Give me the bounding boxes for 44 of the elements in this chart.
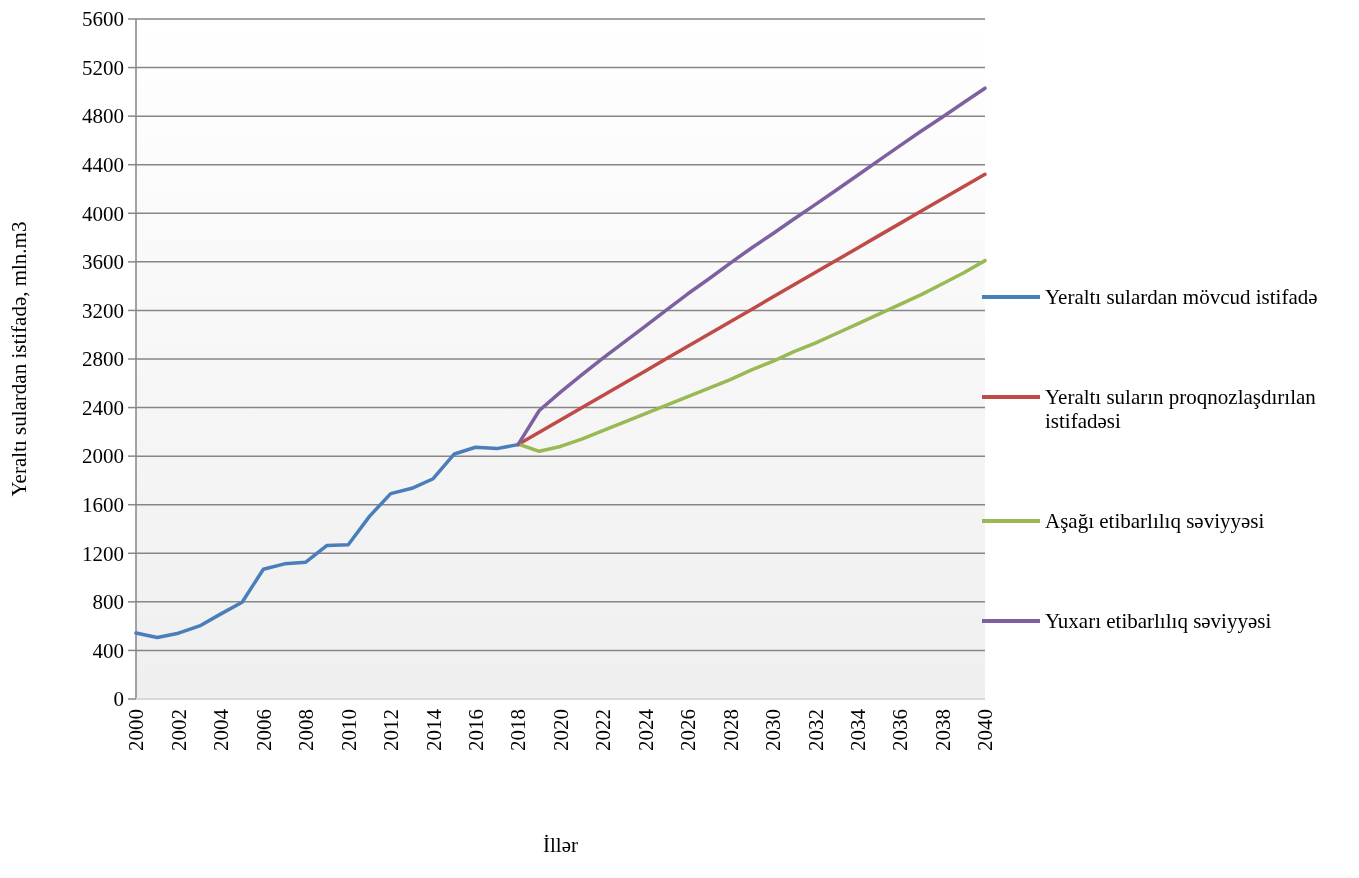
x-tick-label: 2024 bbox=[633, 708, 658, 751]
x-tick-label: 2040 bbox=[973, 709, 998, 751]
x-axis-title: İllər bbox=[543, 833, 578, 857]
x-tick-label: 2038 bbox=[930, 709, 955, 751]
legend-label: Yeraltı sulardan mövcud istifadə bbox=[1045, 285, 1318, 310]
x-tick-label: 2030 bbox=[761, 709, 786, 751]
y-tick-label: 800 bbox=[92, 590, 124, 615]
x-tick-label: 2014 bbox=[421, 708, 446, 751]
line-series bbox=[516, 86, 987, 447]
x-tick-label: 2006 bbox=[251, 709, 276, 751]
y-tick-label: 3200 bbox=[82, 298, 124, 323]
line-series bbox=[134, 442, 520, 640]
legend-label: Yeraltı suların proqnozlaşdırılan istifadəsi bbox=[1045, 385, 1317, 434]
y-tick-label: 1600 bbox=[82, 493, 124, 518]
x-tick-label: 2018 bbox=[506, 709, 531, 751]
line-series bbox=[516, 258, 987, 454]
y-tick-label: 5600 bbox=[82, 7, 124, 32]
y-tick-label: 2000 bbox=[82, 444, 124, 469]
y-tick-label: 4800 bbox=[82, 104, 124, 129]
x-tick-label: 2010 bbox=[336, 709, 361, 751]
y-axis-title: Yeraltı sulardan istifadə, mln.m3 bbox=[7, 221, 31, 497]
y-tick-label: 2800 bbox=[82, 347, 124, 372]
x-tick-label: 2026 bbox=[676, 709, 701, 751]
y-tick-label: 3600 bbox=[82, 250, 124, 275]
x-tick-label: 2028 bbox=[718, 709, 743, 751]
y-tick-label: 1200 bbox=[82, 541, 124, 566]
x-tick-label: 2002 bbox=[166, 709, 191, 751]
x-tick-label: 2016 bbox=[463, 709, 488, 751]
legend-label: Yuxarı etibarlılıq səviyyəsi bbox=[1045, 609, 1272, 634]
y-tick-label: 4400 bbox=[82, 153, 124, 178]
x-tick-label: 2020 bbox=[548, 709, 573, 751]
x-tick-label: 2036 bbox=[888, 709, 913, 751]
y-tick-label: 4000 bbox=[82, 201, 124, 226]
y-tick-label: 5200 bbox=[82, 55, 124, 80]
y-tick-label: 0 bbox=[113, 687, 124, 712]
x-tick-label: 2012 bbox=[379, 709, 404, 751]
x-tick-label: 2034 bbox=[846, 708, 870, 751]
legend-label: Aşağı etibarlılıq səviyyəsi bbox=[1045, 509, 1265, 534]
x-tick-label: 2022 bbox=[591, 709, 616, 751]
x-tick-label: 2008 bbox=[294, 709, 319, 751]
x-tick-label: 2032 bbox=[803, 709, 828, 751]
x-tick-label: 2004 bbox=[209, 708, 234, 751]
y-tick-label: 2400 bbox=[82, 395, 124, 420]
y-tick-label: 400 bbox=[92, 638, 124, 663]
